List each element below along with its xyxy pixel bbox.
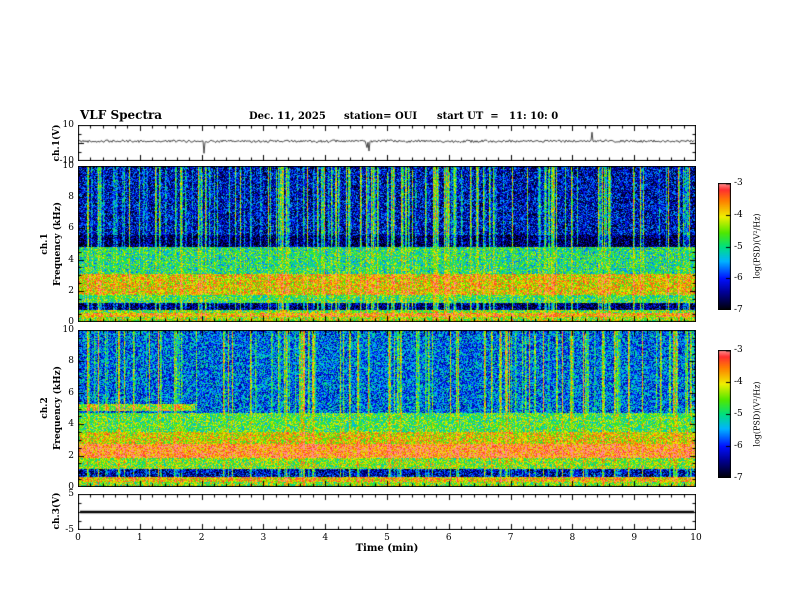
ch2-spec-ytick: 0 [68, 482, 74, 492]
colorbar-tick: -5 [734, 241, 743, 252]
colorbar-tick: -7 [734, 305, 743, 315]
ch3-wave-ylabel: ch.3(V) [52, 492, 62, 530]
x-tick-label: 5 [384, 533, 390, 543]
header-date: Dec. 11, 2025 [249, 111, 326, 122]
x-tick-label: 0 [75, 533, 81, 543]
ch2-colorbar [718, 350, 731, 478]
ch3-wave-ytick: -5 [65, 525, 74, 535]
ch1-spec-axis-label: Frequency (kHz) [53, 201, 63, 287]
figure-title: VLF Spectra [80, 108, 163, 122]
header-start-ut: start UT = 11: 10: 0 [437, 111, 559, 122]
x-tick-label: 2 [198, 533, 205, 543]
ch1-spec-channel-label: ch.1 [40, 233, 50, 255]
ch3-waveform-panel [78, 494, 696, 530]
ch1-spec-ytick: 10 [62, 161, 74, 171]
ch1-colorbar-label: log(PSD)(V²/Hz) [752, 213, 762, 279]
ch1-waveform-panel [78, 125, 696, 161]
colorbar-tick: -3 [734, 345, 743, 355]
x-axis-title: Time (min) [355, 543, 419, 554]
header-station: station= OUI [344, 111, 418, 122]
colorbar-tick: -5 [734, 409, 743, 419]
x-tick-label: 8 [569, 533, 576, 543]
ch2-spec-axis-label: Frequency (kHz) [53, 365, 63, 451]
ch1-spec-ytick: 4 [68, 254, 74, 265]
x-tick-label: 3 [260, 533, 267, 543]
ch2-spec-ytick: 4 [68, 419, 74, 430]
ch1-wave-ytick: 10 [62, 120, 74, 130]
colorbar-tick: -3 [734, 178, 743, 188]
x-tick-label: 6 [445, 533, 452, 543]
ch1-spectrogram-panel [78, 166, 696, 322]
ch1-spec-ytick: 6 [68, 223, 74, 234]
x-tick-label: 9 [631, 533, 638, 543]
ch1-spec-ytick: 2 [68, 285, 74, 296]
ch2-spec-ytick: 2 [68, 450, 74, 461]
ch2-colorbar-label: log(PSD)(V²/Hz) [752, 381, 762, 447]
colorbar-tick: -4 [734, 209, 743, 220]
ch1-wave-ytick: -10 [59, 156, 75, 166]
x-tick-label: 7 [507, 533, 514, 543]
ch1-spec-ytick: 8 [68, 192, 74, 203]
colorbar-tick: -4 [734, 377, 743, 387]
ch2-spec-ytick: 8 [68, 356, 74, 367]
ch2-spectrogram-panel [78, 330, 696, 487]
ch2-spec-channel-label: ch.2 [40, 397, 50, 419]
x-tick-label: 1 [136, 533, 143, 543]
ch1-colorbar [718, 183, 731, 310]
x-tick-label: 10 [690, 533, 702, 543]
ch3-wave-ytick: 5 [68, 489, 74, 499]
colorbar-tick: -6 [734, 273, 743, 284]
ch2-spec-ytick: 10 [62, 325, 74, 335]
ch2-spec-ytick: 6 [68, 387, 74, 398]
colorbar-tick: -6 [734, 441, 743, 451]
ch1-spec-ytick: 0 [68, 317, 74, 327]
colorbar-tick: -7 [734, 473, 743, 483]
x-tick-label: 4 [322, 533, 329, 543]
